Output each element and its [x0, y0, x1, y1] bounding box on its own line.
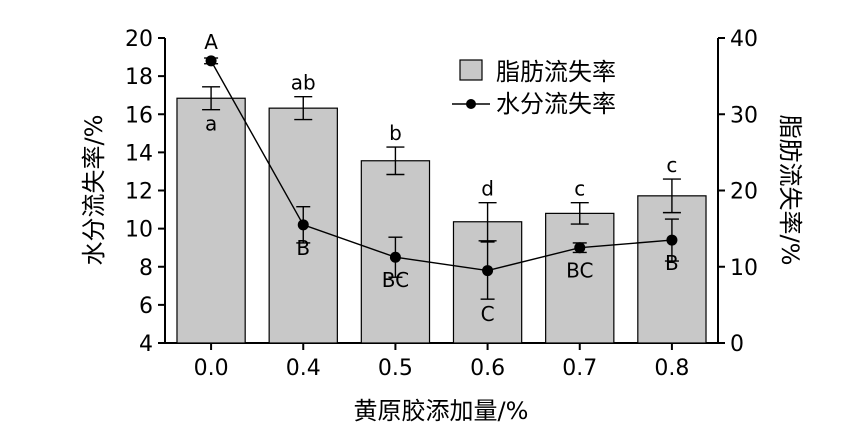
plot-area: [164, 38, 719, 344]
line-series: A B BC C BC B: [204, 30, 679, 326]
line-significance-label: BC: [382, 268, 409, 292]
x-axis-title: 黄原胶添加量/%: [354, 397, 529, 425]
left-tick-label: 12: [125, 180, 153, 205]
left-tick-label: 16: [125, 103, 153, 128]
right-axis-ticks: 0 10 20 30 40: [718, 27, 758, 357]
line-significance-label: B: [296, 236, 310, 260]
legend-line-label: 水分流失率: [496, 90, 616, 118]
line-significance-label: A: [204, 30, 218, 54]
line-significance-label: BC: [566, 259, 593, 283]
left-tick-label: 20: [125, 27, 153, 52]
x-tick-label: 0.4: [286, 356, 321, 381]
left-axis-title: 水分流失率/%: [80, 115, 108, 266]
line-point: [389, 251, 401, 263]
line-point: [297, 219, 309, 231]
left-axis-ticks: 4 6 8 10 12 14 16 18 20: [125, 27, 165, 357]
legend-bar-label: 脂肪流失率: [496, 58, 616, 86]
line-point: [482, 265, 494, 277]
left-tick-label: 18: [125, 65, 153, 90]
bar-series: a ab b d c c: [176, 71, 707, 344]
legend: 脂肪流失率 水分流失率: [452, 58, 616, 118]
left-tick-label: 8: [139, 256, 153, 281]
x-tick-label: 0.7: [562, 356, 597, 381]
x-tick-label: 0.8: [654, 356, 689, 381]
left-tick-label: 4: [139, 332, 153, 357]
x-tick-label: 0.0: [194, 356, 229, 381]
right-tick-label: 40: [730, 27, 758, 52]
line-significance-label: B: [665, 251, 679, 275]
line-point: [666, 234, 678, 246]
legend-bar-swatch: [459, 59, 483, 81]
left-tick-label: 10: [125, 218, 153, 243]
bar-significance-label: c: [574, 177, 585, 201]
x-tick-label: 0.6: [470, 356, 505, 381]
right-tick-label: 10: [730, 256, 758, 281]
right-tick-label: 30: [730, 103, 758, 128]
left-tick-label: 14: [125, 141, 153, 166]
bar-significance-label: b: [389, 121, 402, 145]
line-significance-label: C: [481, 302, 495, 326]
x-axis-ticks: 0.0 0.4 0.5 0.6 0.7 0.8: [194, 343, 689, 381]
bar: [268, 107, 338, 344]
legend-line-marker: [466, 99, 476, 109]
bar-significance-label: a: [205, 112, 217, 136]
bar-significance-label: d: [481, 177, 494, 201]
x-tick-label: 0.5: [378, 356, 413, 381]
line-path: [210, 60, 672, 272]
bar-significance-label: ab: [291, 71, 316, 95]
bar: [176, 97, 246, 344]
right-axis-title: 脂肪流失率/%: [776, 115, 804, 266]
line-point: [574, 242, 586, 254]
bar-significance-label: c: [666, 153, 677, 177]
right-tick-label: 20: [730, 180, 758, 205]
left-tick-label: 6: [139, 294, 153, 319]
line-point: [205, 55, 217, 67]
right-tick-label: 0: [730, 332, 744, 357]
